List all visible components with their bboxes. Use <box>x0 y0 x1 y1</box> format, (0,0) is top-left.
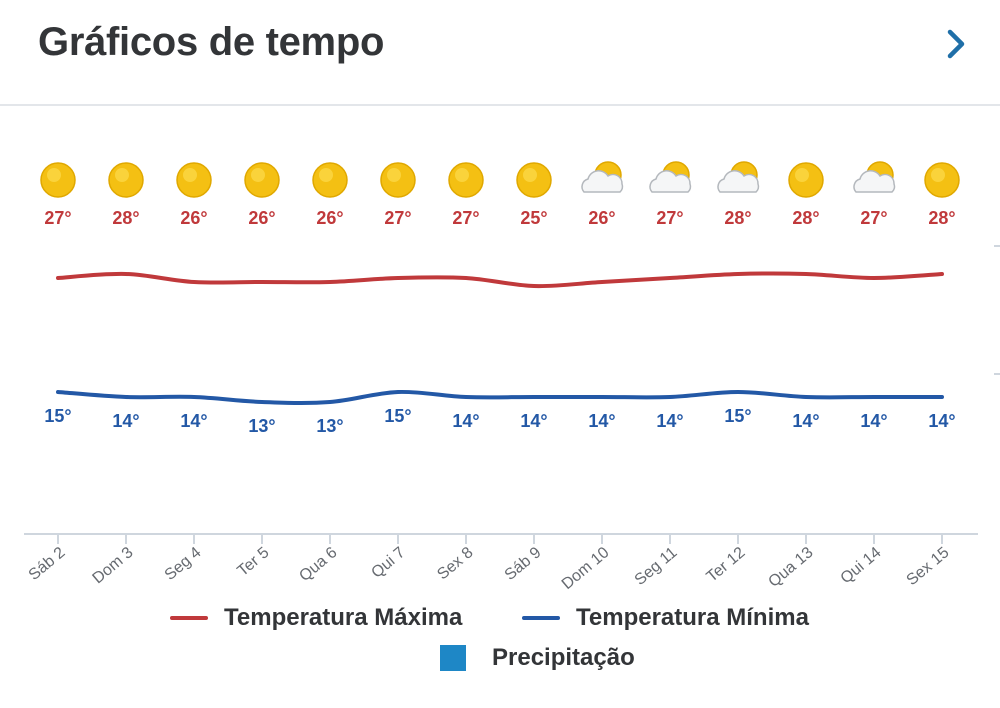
legend-precip-swatch <box>440 645 466 671</box>
partly-cloudy-icon <box>853 161 896 193</box>
x-tick-label: Qua 13 <box>765 544 816 591</box>
max-temp-labels: 27° 28° 26° 26° 26° 27° 27° 25° 26° 27° 28° 28° 27° 2… <box>44 208 955 228</box>
max-temp-label: 28° <box>792 208 819 228</box>
x-tick-label: Seg 11 <box>632 544 681 589</box>
max-temp-label: 28° <box>724 208 751 228</box>
min-temp-label: 13° <box>248 416 275 436</box>
x-tick-label: Ter 5 <box>234 544 272 580</box>
legend-min[interactable]: Temperatura Mínima <box>522 604 809 632</box>
x-tick-label: Ter 12 <box>704 544 749 586</box>
min-temp-line <box>56 389 944 405</box>
sun-icon <box>40 162 76 198</box>
max-temp-label: 26° <box>248 208 275 228</box>
max-temp-label: 28° <box>928 208 955 228</box>
legend-max[interactable]: Temperatura Máxima <box>170 604 462 632</box>
header: Gráficos de tempo <box>0 0 1000 106</box>
max-temp-label: 27° <box>656 208 683 228</box>
x-tick-label: Sex 15 <box>903 544 952 589</box>
legend-precip-label: Precipitação <box>492 644 635 671</box>
max-temp-label: 26° <box>316 208 343 228</box>
sun-icon <box>380 162 416 198</box>
page-title: Gráficos de tempo <box>38 20 385 64</box>
x-tick-label: Seg 4 <box>162 544 205 584</box>
weather-icons <box>40 161 960 198</box>
legend-max-label: Temperatura Máxima <box>224 604 463 631</box>
chevron-right-icon[interactable] <box>938 24 974 64</box>
sun-icon <box>108 162 144 198</box>
x-tick-label: Dom 10 <box>559 544 613 593</box>
min-temp-label: 14° <box>656 411 683 431</box>
min-temp-label: 14° <box>452 411 479 431</box>
x-tick-label: Qui 14 <box>838 544 885 587</box>
sun-icon <box>244 162 280 198</box>
sun-icon <box>312 162 348 198</box>
sun-icon <box>516 162 552 198</box>
min-temp-label: 13° <box>316 416 343 436</box>
sun-icon <box>176 162 212 198</box>
min-temp-label: 14° <box>520 411 547 431</box>
max-temp-label: 26° <box>588 208 615 228</box>
legend-max-swatch <box>170 616 208 620</box>
sun-icon <box>924 162 960 198</box>
min-temp-label: 14° <box>588 411 615 431</box>
x-tick-label: Qua 6 <box>296 544 340 585</box>
min-temp-labels: 15° 14° 14° 13° 13° 15° 14° 14° 14° 14° 15° 14° 14° 1… <box>44 406 955 436</box>
max-temp-label: 27° <box>384 208 411 228</box>
partly-cloudy-icon <box>581 161 624 193</box>
min-temp-label: 14° <box>180 411 207 431</box>
min-temp-label: 15° <box>384 406 411 426</box>
chart-legend: Temperatura Máxima Temperatura Mínima Pr… <box>0 600 1000 700</box>
max-temp-line <box>56 271 944 289</box>
partly-cloudy-icon <box>717 161 760 193</box>
x-ticks: Sáb 2 Dom 3 Seg 4 Ter 5 Qua 6 Qui 7 Sex 8 Sáb 9… <box>26 534 953 593</box>
max-temp-label: 25° <box>520 208 547 228</box>
min-temp-label: 14° <box>112 411 139 431</box>
x-tick-label: Sáb 9 <box>502 544 545 584</box>
x-tick-label: Qui 7 <box>368 544 408 582</box>
min-temp-label: 14° <box>792 411 819 431</box>
max-temp-label: 27° <box>44 208 71 228</box>
min-temp-label: 15° <box>724 406 751 426</box>
x-tick-label: Dom 3 <box>90 544 137 587</box>
min-temp-label: 15° <box>44 406 71 426</box>
max-temp-label: 28° <box>112 208 139 228</box>
x-tick-label: Sex 8 <box>434 544 476 583</box>
weather-chart: 27° 28° 26° 26° 26° 27° 27° 25° 26° 27° 28° 28° 27° 2… <box>24 161 1000 593</box>
min-temp-label: 14° <box>928 411 955 431</box>
max-temp-label: 27° <box>860 208 887 228</box>
sun-icon <box>788 162 824 198</box>
x-tick-label: Sáb 2 <box>26 544 69 584</box>
legend-precip[interactable]: Precipitação <box>440 644 635 672</box>
legend-min-swatch <box>522 616 560 620</box>
max-temp-label: 26° <box>180 208 207 228</box>
partly-cloudy-icon <box>649 161 692 193</box>
min-temp-label: 14° <box>860 411 887 431</box>
sun-icon <box>448 162 484 198</box>
legend-min-label: Temperatura Mínima <box>576 604 809 631</box>
max-temp-label: 27° <box>452 208 479 228</box>
